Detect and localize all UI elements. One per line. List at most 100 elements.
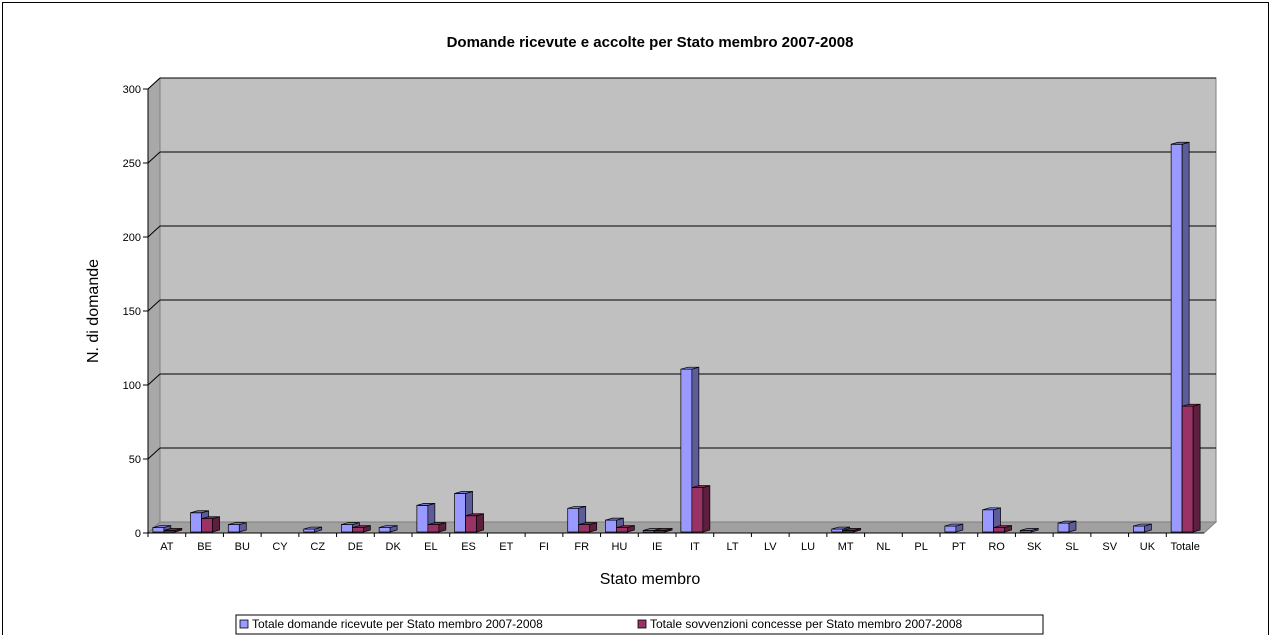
x-tick-label: BE (197, 541, 212, 553)
bar-granted-top (616, 525, 635, 528)
bar-received-top (831, 526, 850, 530)
gridline-diag (147, 77, 161, 90)
x-tick-label: EL (424, 541, 437, 553)
legend-label-received: Totale domande ricevute per Stato membro… (252, 617, 543, 631)
bar-granted-side (212, 516, 220, 533)
bar-received-top (416, 503, 435, 506)
bar-received (227, 524, 240, 533)
bar-received-top (680, 366, 699, 370)
bar-received (944, 525, 957, 533)
bar-received (416, 505, 429, 533)
x-tick-label: LU (801, 541, 815, 553)
bar-received (605, 519, 617, 533)
x-tick-label: LT (727, 541, 739, 553)
x-axis-label: Stato membro (600, 571, 701, 588)
bar-received-top (567, 505, 586, 509)
y-tick-label: 100 (123, 380, 141, 392)
bar-received-top (1020, 528, 1039, 531)
bar-received-top (1171, 141, 1190, 145)
bar-received (303, 528, 316, 533)
bar-received-top (190, 510, 209, 514)
bar-granted (201, 518, 213, 533)
bar-received (567, 507, 580, 533)
y-tick-label: 300 (123, 84, 141, 96)
y-axis-label: N. di domande (85, 259, 102, 363)
y-tick-label: 0 (135, 528, 141, 540)
bar-received (1057, 522, 1070, 533)
bar-received (378, 527, 391, 533)
gridline-diag (147, 225, 161, 238)
gridline-diag (147, 373, 161, 386)
bar-granted-top (993, 525, 1012, 528)
x-tick-label: AT (160, 541, 174, 553)
bar-granted-top (465, 513, 484, 517)
y-tick-label: 200 (123, 232, 141, 244)
bar-received-top (1057, 520, 1077, 524)
bar-received (680, 368, 693, 533)
x-tick-label: IT (690, 541, 700, 553)
y-tick-label: 50 (129, 454, 141, 466)
x-tick-label: FR (574, 541, 589, 553)
x-tick-label: DK (386, 541, 402, 553)
legend-label-granted: Totale sovvenzioni concesse per Stato me… (650, 617, 963, 631)
bar-granted-top (201, 516, 220, 520)
bar-granted-side (702, 485, 711, 533)
legend-swatch-received (239, 619, 249, 629)
bar-received (1133, 525, 1145, 533)
bar-received (341, 524, 353, 533)
bars-layer (152, 141, 1201, 533)
x-tick-label: IE (652, 541, 662, 553)
bar-granted-side (476, 513, 484, 533)
x-tick-label: DE (348, 541, 363, 553)
bar-granted (578, 524, 591, 533)
x-tick-label: RO (988, 541, 1005, 553)
chart-title: Domande ricevute e accolte per Stato mem… (447, 34, 854, 51)
bar-received-top (454, 491, 473, 494)
bar-granted-top (654, 528, 673, 531)
x-tick-label: LV (764, 541, 777, 553)
x-tick-label: UK (1140, 541, 1156, 553)
bar-granted (993, 527, 1005, 533)
bar-received (152, 527, 165, 533)
bar-granted-top (352, 525, 371, 528)
x-tick-label: PT (952, 541, 966, 553)
x-tick-label: ET (499, 541, 513, 553)
x-tick-label: BU (235, 541, 250, 553)
x-tick-label: ES (461, 541, 476, 553)
bar-granted-top (691, 485, 710, 488)
bar-granted (1181, 405, 1194, 533)
y-tick-label: 150 (123, 306, 141, 318)
bar-received (831, 528, 844, 533)
bar-granted-side (1192, 403, 1201, 533)
bar-received-top (982, 507, 1001, 511)
bar-received-top (228, 522, 247, 525)
bar-granted (427, 524, 440, 533)
bar-received-top (341, 522, 360, 525)
x-tick-label: Totale (1170, 541, 1199, 553)
x-tick-label: CY (272, 541, 288, 553)
y-tick-label: 250 (123, 158, 141, 170)
x-tick-label: SK (1027, 541, 1042, 553)
x-tick-label: SL (1065, 541, 1078, 553)
x-tick-label: FI (539, 541, 549, 553)
x-tick-label: SV (1102, 541, 1117, 553)
bar-granted-top (1182, 403, 1201, 407)
bar-granted-top (578, 522, 597, 525)
axis-layer: 0 50 100 150 200 250 300 AT BE BU CY CZ DE DK EL ES ET FI… (123, 84, 1204, 553)
bar-received-top (1133, 523, 1152, 527)
x-tick-label: PL (914, 541, 927, 553)
legend: Totale domande ricevute per Stato membro… (235, 614, 1044, 635)
bar-granted (352, 527, 364, 533)
x-tick-label: MT (838, 541, 854, 553)
x-tick-label: HU (611, 541, 627, 553)
bar-granted-top (427, 522, 446, 525)
gridline-diag (147, 447, 161, 460)
bar-received-top (152, 525, 171, 528)
bar-received-top (605, 517, 624, 521)
bar-received-top (303, 526, 322, 530)
bar-received (982, 509, 994, 533)
bar-received-top (379, 525, 398, 528)
legend-swatch-granted (637, 619, 647, 629)
